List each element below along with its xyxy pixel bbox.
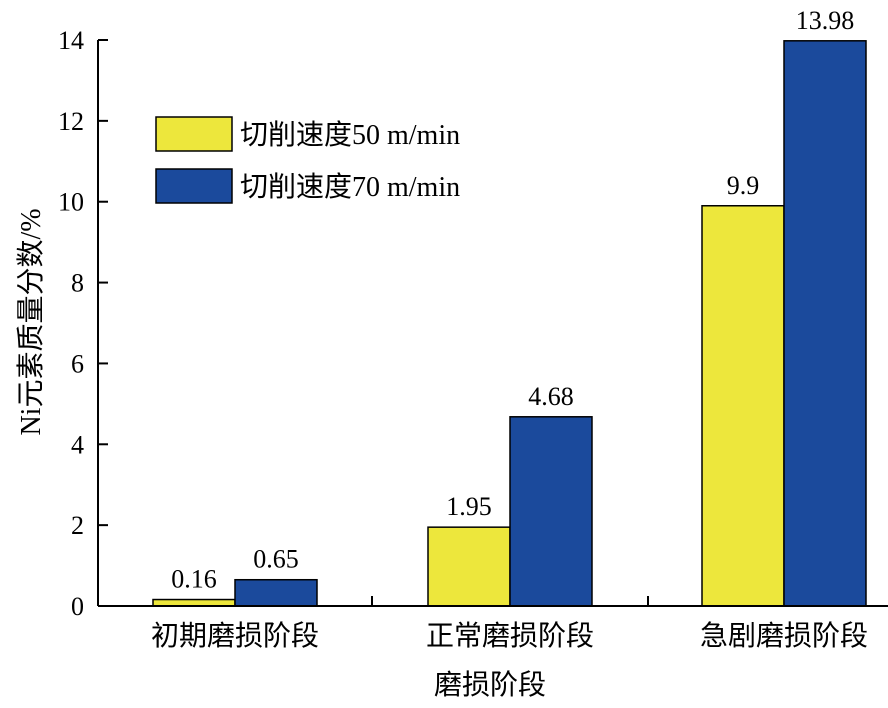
y-axis-title: Ni元素质量分数/% <box>15 208 47 435</box>
legend-swatch-50 <box>155 116 233 152</box>
y-tick-label: 12 <box>58 107 84 136</box>
data-label-70-1: 0.65 <box>253 545 299 574</box>
legend-label-70: 切削速度70 m/min <box>240 171 460 203</box>
bar-70-2 <box>509 416 593 607</box>
x-category-extra-label: 磨损阶段 <box>434 669 546 701</box>
y-ticks-layer: 0 2 4 6 8 10 12 14 <box>58 26 649 621</box>
data-label-50-2: 1.95 <box>446 492 492 521</box>
y-tick-label: 2 <box>71 511 84 540</box>
data-labels-layer: 0.16 0.65 1.95 4.68 9.9 13.98 <box>171 6 854 594</box>
y-tick-label: 0 <box>71 592 84 621</box>
x-category-label: 急剧磨损阶段 <box>700 620 868 652</box>
y-tick-label: 10 <box>58 188 84 217</box>
y-tick-label: 14 <box>58 26 84 55</box>
y-tick-label: 8 <box>71 269 84 298</box>
data-label-50-3: 9.9 <box>727 171 760 200</box>
legend-swatch-70 <box>155 168 233 204</box>
legend-label-50: 切削速度50 m/min <box>240 119 460 151</box>
bar-70-3 <box>783 40 867 607</box>
y-tick-label: 4 <box>71 430 84 459</box>
bar-70-1 <box>234 578 318 607</box>
x-category-label: 初期磨损阶段 <box>151 620 319 652</box>
legend: 切削速度50 m/min 切削速度70 m/min <box>155 116 460 204</box>
bar-50-2 <box>427 526 511 607</box>
bar-50-3 <box>701 205 785 607</box>
data-label-70-2: 4.68 <box>528 382 574 411</box>
bars-layer <box>152 40 867 607</box>
y-tick-label: 6 <box>71 349 84 378</box>
x-category-label: 正常磨损阶段 <box>426 620 594 652</box>
data-label-50-1: 0.16 <box>171 565 217 594</box>
data-label-70-3: 13.98 <box>796 6 855 35</box>
axes-layer <box>97 40 888 607</box>
